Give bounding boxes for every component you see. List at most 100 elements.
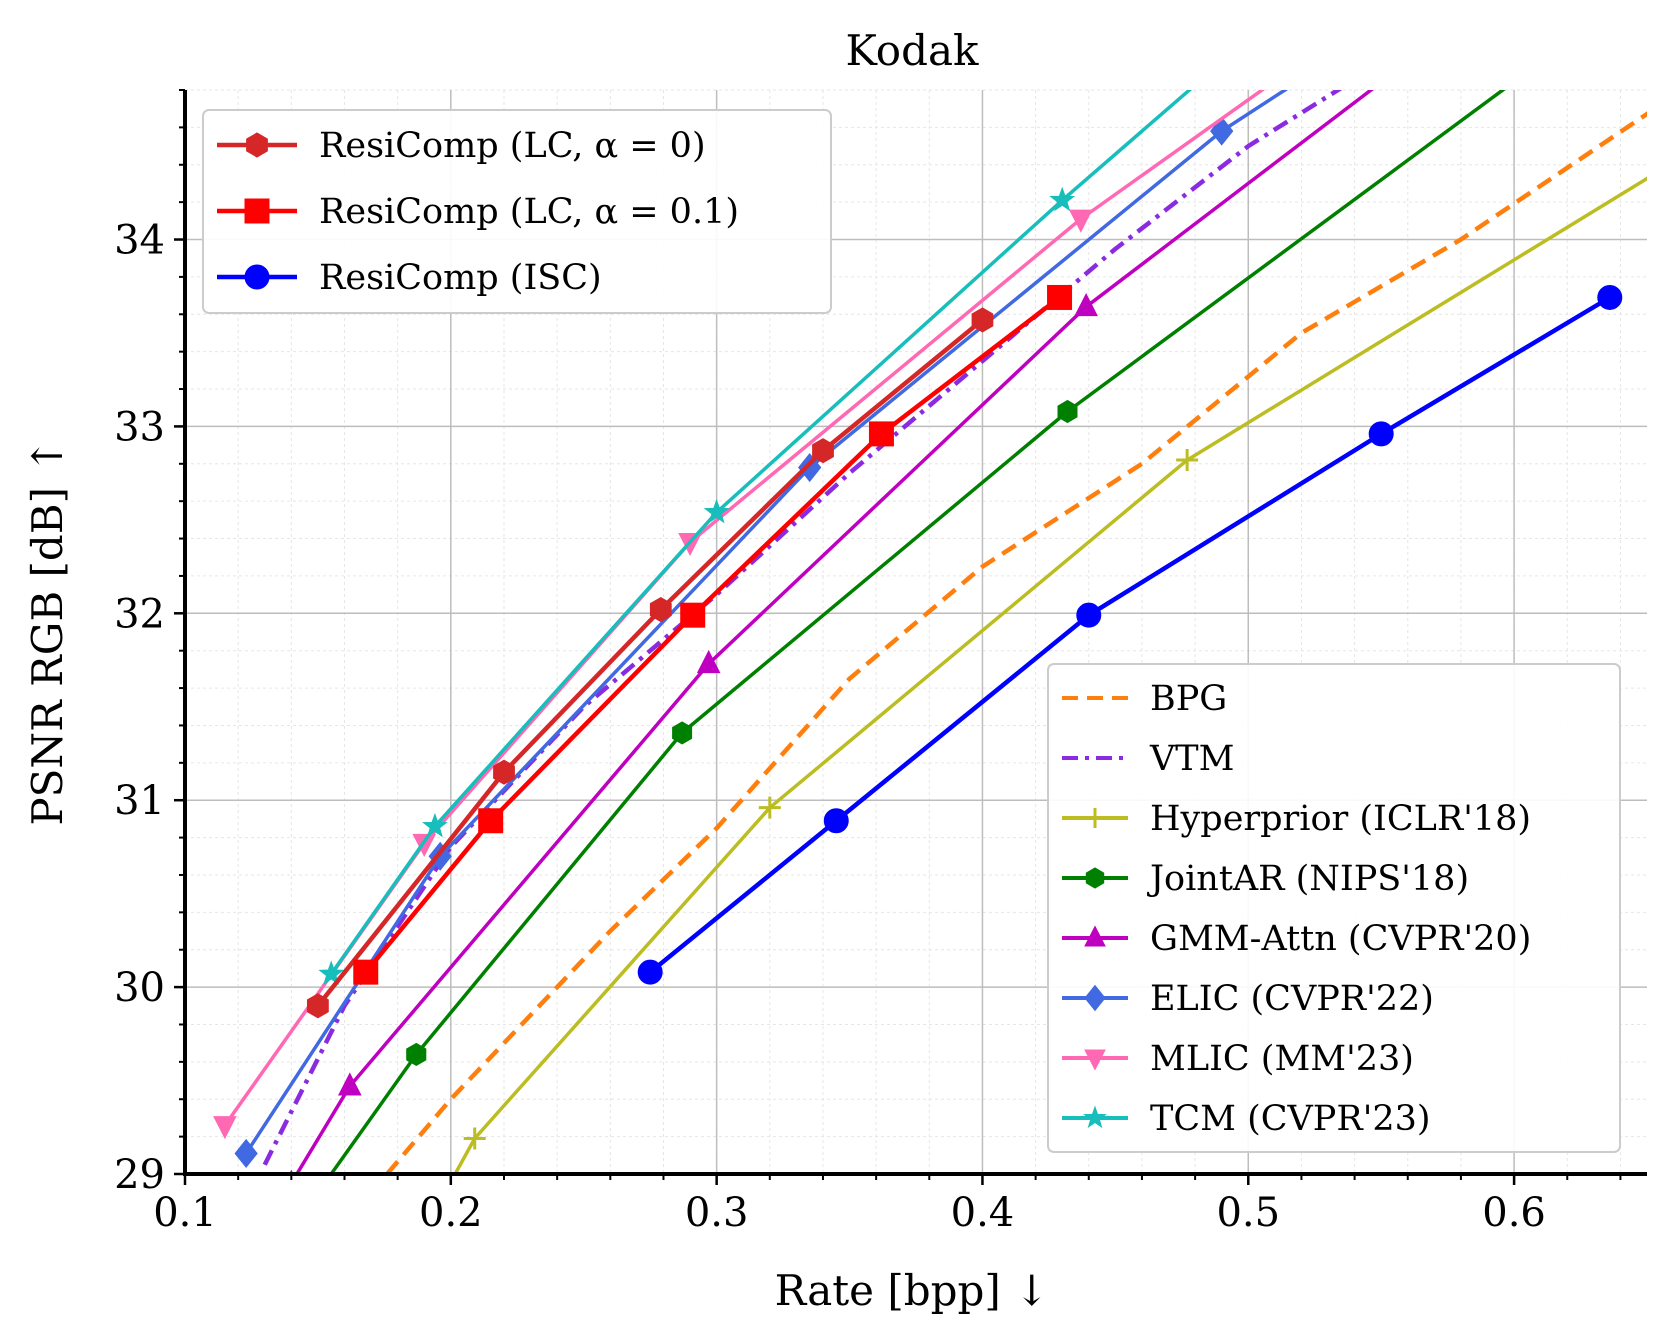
y-tick-label: 29 — [114, 1152, 165, 1198]
data-point-jointar — [672, 721, 693, 745]
data-point-tcm — [318, 960, 345, 985]
legend-label: BPG — [1150, 679, 1227, 719]
series-vtm — [262, 90, 1343, 1166]
data-point-elic — [1317, 48, 1339, 75]
series-isc — [637, 284, 1623, 985]
legend-label: VTM — [1149, 739, 1234, 779]
legend-marker — [1085, 867, 1105, 889]
y-axis-label: PSNR RGB [dB] ↑ — [23, 438, 72, 825]
data-point-elic — [428, 841, 452, 871]
data-point-mlic — [1290, 53, 1312, 74]
data-point-lc01 — [868, 421, 894, 447]
data-point-mlic — [412, 833, 437, 857]
series-line-bpg — [384, 111, 1647, 1174]
legend-label: ResiComp (LC, α = 0.1) — [319, 192, 739, 232]
data-point-hyper — [758, 796, 781, 819]
legend-marker — [1085, 808, 1105, 828]
y-tick-label: 32 — [114, 591, 165, 637]
x-tick-label: 0.5 — [1216, 1190, 1280, 1236]
x-tick-label: 0.6 — [1482, 1190, 1546, 1236]
series-tcm — [318, 50, 1233, 985]
x-tick-label: 0.4 — [951, 1190, 1015, 1236]
data-point-gmm — [1074, 293, 1098, 317]
data-point-lc01 — [353, 959, 379, 985]
legend-entry-mlic: MLIC (MM'23) — [1062, 1039, 1414, 1079]
data-point-tcm — [703, 498, 730, 524]
data-point-hyper — [1649, 159, 1662, 181]
ticks: 0.1 0.2 0.3 0.4 0.5 0.6 29 30 31 32 33 34 — [114, 89, 1622, 1236]
data-point-mlic — [213, 1116, 237, 1140]
data-point-lc0 — [812, 438, 834, 464]
data-point-isc — [1597, 284, 1623, 310]
data-point-gmm — [696, 650, 721, 674]
series-bpg — [384, 111, 1647, 1174]
y-tick-label: 30 — [114, 965, 165, 1011]
legend-entry-hyper: Hyperprior (ICLR'18) — [1062, 799, 1531, 839]
x-tick-label: 0.3 — [685, 1190, 749, 1236]
legend-entry-elic: ELIC (CVPR'22) — [1062, 979, 1434, 1019]
data-point-isc — [1368, 421, 1394, 447]
legend-entry-lc0: ResiComp (LC, α = 0) — [217, 126, 706, 166]
data-point-hyper — [463, 1127, 486, 1150]
legend-label: GMM-Attn (CVPR'20) — [1150, 919, 1531, 959]
series-layer — [213, 48, 1662, 1204]
data-point-elic — [234, 1138, 258, 1168]
series-elic — [234, 48, 1339, 1168]
legend-label: ResiComp (ISC) — [319, 258, 602, 298]
data-point-lc0 — [971, 307, 994, 333]
data-point-lc01 — [680, 602, 706, 628]
y-tick-label: 33 — [114, 404, 165, 450]
data-point-lc01 — [1047, 284, 1073, 310]
data-point-lc01 — [478, 808, 504, 834]
legend-marker — [1084, 925, 1106, 947]
x-tick-label: 0.2 — [419, 1190, 483, 1236]
legend-label: MLIC (MM'23) — [1150, 1039, 1414, 1079]
data-point-jointar — [308, 1182, 327, 1204]
series-hyper — [453, 159, 1662, 1174]
legend-marker — [1084, 1049, 1106, 1071]
legend-top-left: ResiComp (LC, α = 0) ResiComp (LC, α = 0.… — [202, 109, 832, 314]
data-point-tcm — [421, 812, 448, 838]
chart-title: Kodak — [846, 26, 979, 75]
series-jointar — [308, 51, 1550, 1204]
data-point-jointar — [406, 1042, 427, 1066]
data-point-jointar — [1531, 51, 1550, 73]
y-tick-label: 31 — [114, 778, 165, 824]
series-line-vtm — [262, 90, 1343, 1166]
series-gmm — [289, 90, 1374, 1174]
legend-label: ELIC (CVPR'22) — [1150, 979, 1434, 1019]
legend-entry-tcm: TCM (CVPR'23) — [1062, 1099, 1431, 1139]
data-point-hyper — [1176, 449, 1199, 472]
data-point-lc0 — [493, 759, 515, 785]
legend-marker — [246, 132, 268, 158]
legend-label: ResiComp (LC, α = 0) — [319, 126, 706, 166]
data-point-isc — [823, 808, 849, 834]
data-point-tcm — [1049, 186, 1076, 212]
legend-marker — [1084, 984, 1106, 1012]
legend-marker — [1083, 1105, 1107, 1129]
legend-entry-gmm: GMM-Attn (CVPR'20) — [1062, 919, 1531, 959]
data-point-isc — [637, 959, 663, 985]
legend-entry-isc: ResiComp (ISC) — [217, 258, 602, 298]
y-tick-label: 34 — [114, 218, 165, 264]
series-lc0 — [307, 307, 994, 1019]
data-point-lc0 — [307, 993, 329, 1019]
legend-marker — [244, 198, 270, 224]
legend-marker — [244, 264, 270, 290]
legend-frame — [1047, 663, 1621, 1153]
legend-entry-vtm: VTM — [1062, 739, 1234, 779]
axes — [183, 90, 1647, 1176]
x-axis-label: Rate [bpp] ↓ — [775, 1266, 1050, 1315]
legend-entry-jointar: JointAR (NIPS'18) — [1062, 859, 1469, 899]
data-point-lc0 — [649, 597, 672, 623]
data-point-elic — [1210, 116, 1234, 146]
data-point-isc — [1076, 602, 1102, 628]
series-lc01 — [353, 284, 1073, 985]
legend-label: JointAR (NIPS'18) — [1147, 859, 1469, 899]
legend-entry-bpg: BPG — [1062, 679, 1227, 719]
x-tick-label: 0.1 — [153, 1190, 217, 1236]
data-point-jointar — [1057, 399, 1078, 424]
data-point-tcm — [1210, 50, 1233, 72]
legend-label: Hyperprior (ICLR'18) — [1150, 799, 1531, 839]
